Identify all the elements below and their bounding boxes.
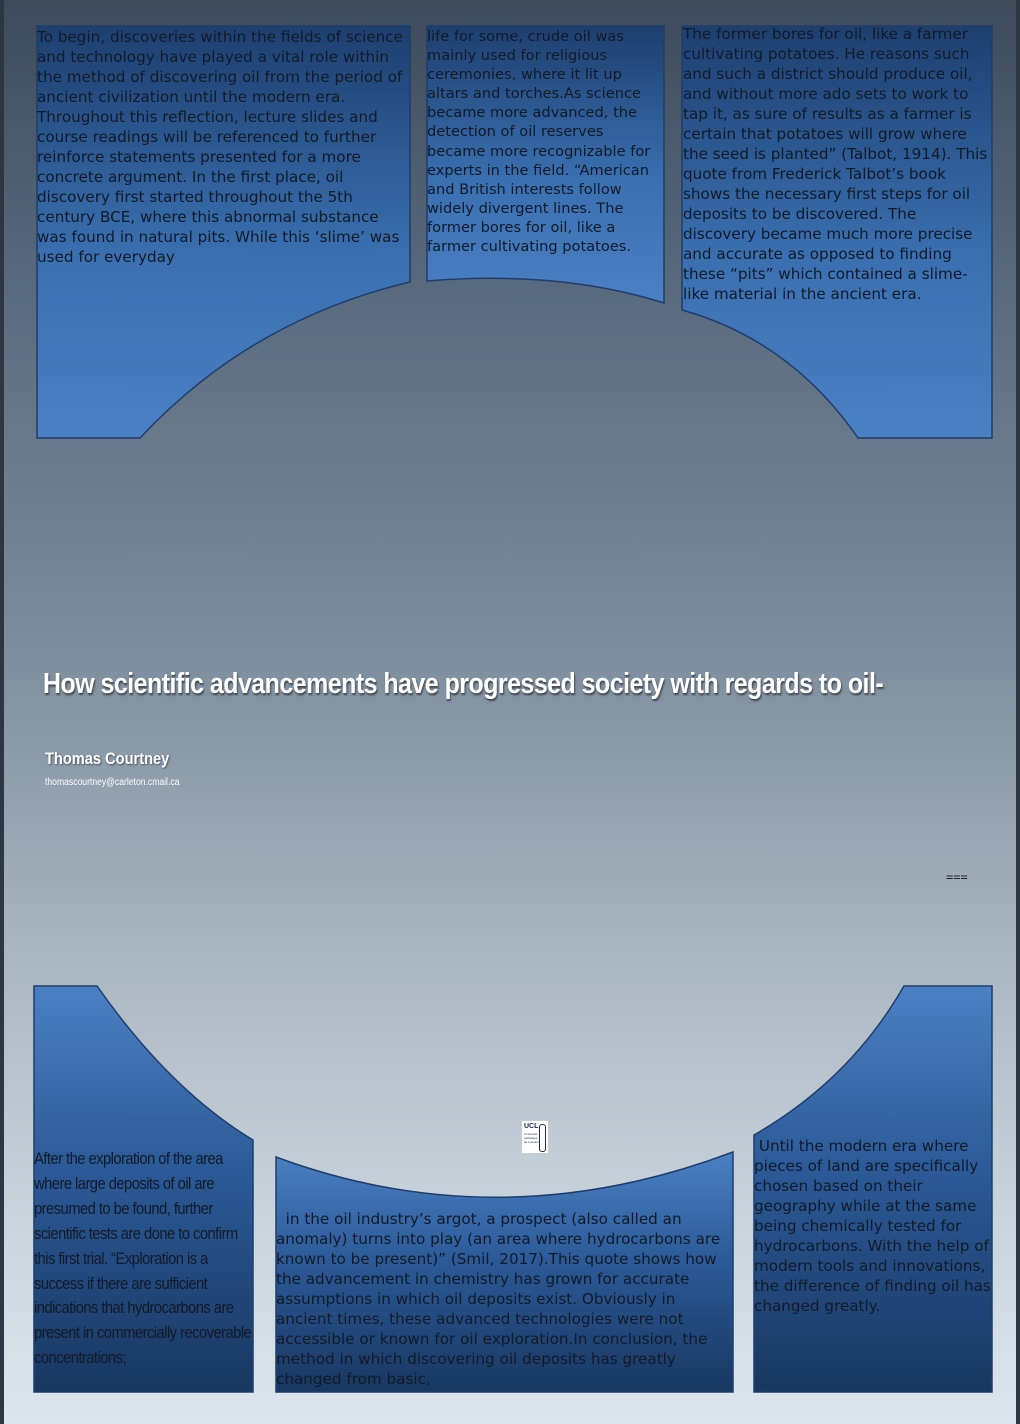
author-email: thomascourtney@carleton.cmail.ca [45,777,180,788]
panel-top-middle-text: life for some, crude oil was mainly used… [427,28,651,256]
panel-bottom-left [33,985,254,1393]
panel-bottom-right-text: Until the modern era where pieces of lan… [754,1137,996,1315]
panel-top-left-text: To begin, discoveries within the fields … [37,28,404,266]
panel-bottom-right [753,985,993,1393]
panel-bottom-middle-text: in the oil industry’s argot, a prospect … [276,1210,726,1388]
poster-title: How scientific advancements have progres… [43,668,884,700]
ucl-logo: UCL Université catholique de Louvain [521,1120,549,1154]
panel-top-middle [426,25,665,305]
panel-bottom-middle [275,1150,734,1393]
poster-right-edge [1016,0,1020,1424]
logo-name: UCL [524,1123,539,1130]
panel-top-right-text: The former bores for oil, like a farmer … [683,25,988,303]
logo-emblem-icon [539,1124,546,1152]
panel-bottom-left-text: After the exploration of the area where … [34,1150,252,1368]
poster-left-edge [0,0,4,1424]
author-name: Thomas Courtney [45,749,170,768]
panel-top-left [36,25,411,439]
logo-subtitle: Université catholique de Louvain [524,1132,539,1144]
panel-top-right [681,25,993,439]
section-marker: === [946,870,968,884]
